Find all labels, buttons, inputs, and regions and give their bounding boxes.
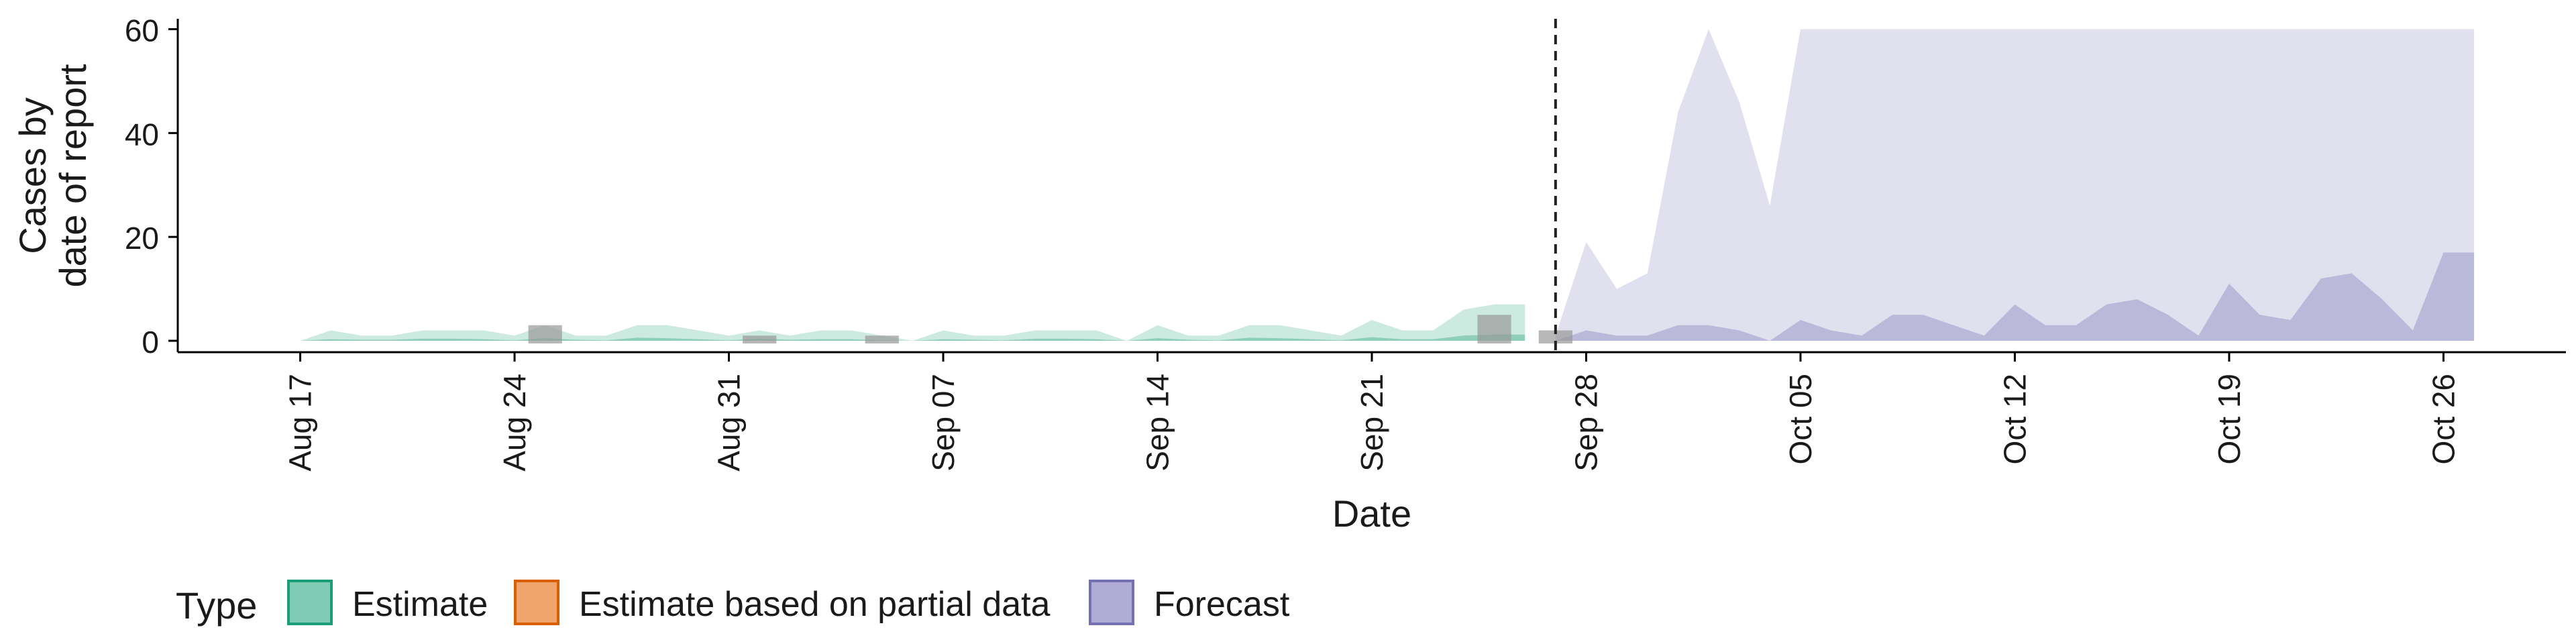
y-ticks: 0 20 40 60 (125, 13, 178, 360)
legend-label: Estimate (352, 585, 488, 624)
x-tick-label: Sep 14 (1140, 374, 1175, 472)
forecast-band-outer (1555, 29, 2475, 341)
legend-key-estimate (287, 580, 333, 625)
x-axis-label: Date (1332, 492, 1411, 535)
y-tick-label: 60 (125, 13, 159, 48)
y-axis-label-line-2: date of report (52, 64, 94, 288)
x-tick-label: Oct 05 (1783, 374, 1818, 465)
observed-case-bar (743, 335, 777, 343)
x-tick-label: Sep 28 (1568, 374, 1603, 472)
x-tick-label: Aug 24 (497, 374, 532, 472)
observed-bars-layer (528, 315, 1572, 343)
x-ticks: Aug 17 Aug 24 Aug 31 Sep 07 Sep 14 Sep 21 Sep … (283, 352, 2461, 472)
x-tick-label: Sep 07 (926, 374, 961, 472)
observed-case-bar (1477, 315, 1511, 343)
x-tick-label: Oct 12 (1997, 374, 2032, 465)
y-tick-label: 20 (125, 221, 159, 256)
estimate-band-outer (300, 304, 1525, 341)
x-tick-label: Oct 19 (2212, 374, 2247, 465)
estimate-band-inner (300, 334, 1525, 341)
x-tick-label: Aug 17 (283, 374, 318, 472)
legend-title: Type (176, 584, 257, 627)
x-tick-label: Aug 31 (712, 374, 747, 472)
x-tick-label: Oct 26 (2426, 374, 2461, 465)
forecast-band-inner (1555, 252, 2475, 341)
observed-case-bar (865, 335, 899, 343)
observed-case-bar (528, 325, 562, 343)
y-axis-label-line-1: Cases by (11, 97, 54, 254)
legend-key-forecast (1089, 580, 1134, 625)
legend: Type Estimate Estimate based on partial d… (176, 580, 1290, 627)
legend-label: Forecast (1154, 585, 1290, 624)
x-tick-label: Sep 21 (1354, 374, 1389, 472)
y-tick-label: 40 (125, 117, 159, 152)
observed-case-bar (1538, 330, 1572, 343)
y-tick-label: 0 (142, 325, 159, 360)
ribbon-layer (300, 29, 2475, 341)
legend-label: Estimate based on partial data (579, 585, 1051, 624)
legend-key-estimate-based-on-partial-data (514, 580, 559, 625)
